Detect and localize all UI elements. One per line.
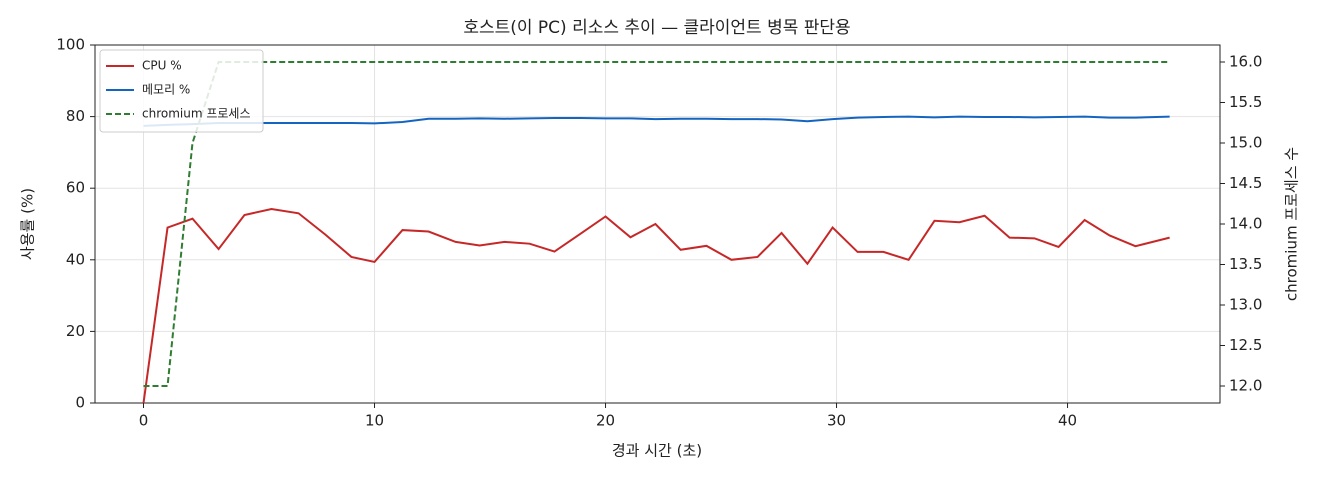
- plot-frame: [94, 44, 1221, 404]
- x-tick-label: 20: [596, 412, 615, 430]
- y2-tick-label: 15.0: [1229, 134, 1262, 152]
- y2-tick-label: 13.5: [1229, 255, 1262, 273]
- legend-label: chromium 프로세스: [142, 107, 251, 121]
- y-tick-label: 20: [66, 322, 85, 340]
- x-axis-label: 경과 시간 (초): [612, 442, 702, 460]
- series-line: [142, 207, 1170, 404]
- x-tick-label: 40: [1058, 412, 1077, 430]
- y2-tick-label: 15.5: [1229, 93, 1262, 111]
- x-tick-label: 10: [365, 412, 384, 430]
- y2-tick-label: 12.0: [1229, 376, 1262, 394]
- x-tick-label: 0: [139, 412, 149, 430]
- legend-box: [99, 49, 264, 133]
- legend-label: 메모리 %: [142, 83, 190, 97]
- series-line: [143, 61, 1170, 387]
- series-line: [143, 115, 1170, 127]
- y-tick-label: 80: [66, 107, 85, 125]
- y-tick-label: 100: [56, 36, 85, 54]
- y2-tick-label: 14.0: [1229, 215, 1262, 233]
- y-tick-label: 0: [75, 394, 85, 412]
- y2-tick-label: 13.0: [1229, 295, 1262, 313]
- legend-label: CPU %: [142, 59, 182, 73]
- y2-axis-label: chromium 프로세스 수: [1283, 147, 1301, 301]
- x-tick-label: 30: [827, 412, 846, 430]
- y2-tick-label: 16.0: [1229, 53, 1262, 71]
- y2-tick-label: 14.5: [1229, 174, 1262, 192]
- y-axis-label: 사용률 (%): [19, 188, 37, 260]
- y-tick-label: 60: [66, 179, 85, 197]
- y2-tick-label: 12.5: [1229, 336, 1262, 354]
- chart-title: 호스트(이 PC) 리소스 추이 — 클라이언트 병목 판단용: [463, 18, 850, 38]
- y-tick-label: 40: [66, 250, 85, 268]
